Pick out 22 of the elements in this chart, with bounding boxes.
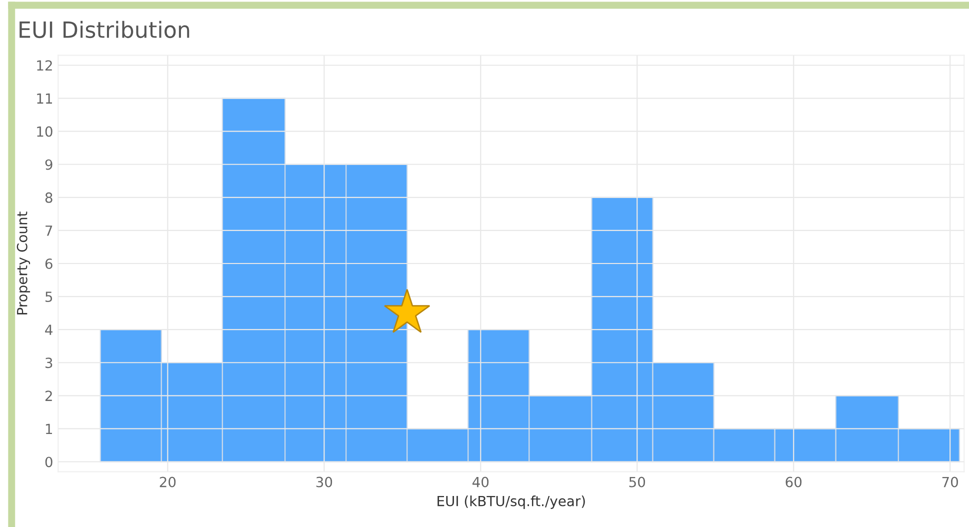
x-tick-label: 40	[472, 476, 489, 488]
y-tick-label: 8	[45, 192, 52, 203]
y-tick-label: 7	[46, 226, 52, 236]
x-axis-title: EUI (kBTU/sq.ft./year)	[438, 496, 585, 509]
y-tick-label: 9	[45, 159, 52, 170]
y-tick-label: 10	[37, 126, 52, 137]
y-tick-label: 2	[45, 390, 52, 401]
y-tick-label: 5	[46, 292, 52, 302]
x-tick-label: 30	[316, 476, 332, 488]
y-tick-label: 12	[37, 60, 52, 71]
y-tick-label: 0	[45, 456, 52, 468]
y-axis-title: Property Count	[16, 212, 30, 314]
y-tick-label: 11	[37, 93, 52, 104]
y-tick-label: 3	[46, 358, 52, 368]
y-tick-label: 1	[46, 424, 52, 434]
x-tick-label: 70	[942, 476, 958, 488]
x-tick-label: 20	[160, 476, 176, 488]
chart-title: EUI Distribution	[20, 20, 190, 38]
y-tick-label: 6	[45, 258, 52, 269]
y-tick-label: 4	[45, 324, 52, 335]
x-tick-label: 60	[786, 476, 802, 488]
x-tick-label: 50	[629, 476, 646, 488]
